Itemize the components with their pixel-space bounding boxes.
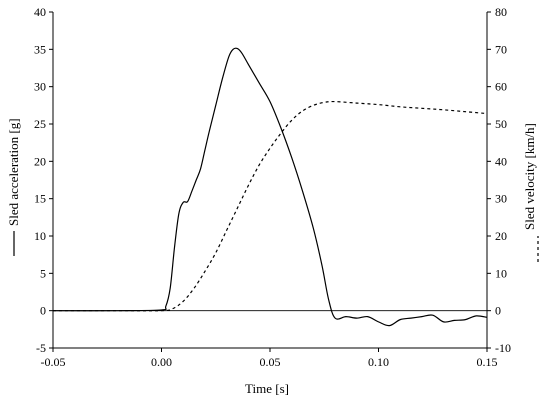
y-right-tick-label: 80 xyxy=(495,5,507,19)
y-left-axis-label-group: Sled acceleration [g] xyxy=(6,118,21,256)
x-tick-label: 0.10 xyxy=(368,355,389,369)
y-left-tick-label: 20 xyxy=(34,154,46,168)
x-axis-label: Time [s] xyxy=(245,381,289,396)
y-right-tick-label: 20 xyxy=(495,229,507,243)
y-left-tick-label: 5 xyxy=(40,266,46,280)
y-right-tick-label: 60 xyxy=(495,80,507,94)
y-right-tick-label: 70 xyxy=(495,42,507,56)
y-right-axis-label: Sled velocity [km/h] xyxy=(522,123,537,230)
x-tick-label: 0.05 xyxy=(260,355,281,369)
y-left-tick-label: -5 xyxy=(36,341,46,355)
velocity-series-line xyxy=(53,100,488,312)
acceleration-series-line xyxy=(52,47,488,327)
series-group xyxy=(52,47,488,327)
y-left-tick-label: 0 xyxy=(40,304,46,318)
y-left-axis-label: Sled acceleration [g] xyxy=(6,118,21,226)
y-right-tick-label: 10 xyxy=(495,266,507,280)
y-right-axis-label-group: Sled velocity [km/h] xyxy=(522,123,539,262)
y-left-tick-label: 15 xyxy=(34,192,46,206)
y-left-tick-label: 40 xyxy=(34,5,46,19)
y-right-tick-label: 30 xyxy=(495,192,507,206)
y-left-tick-label: 35 xyxy=(34,42,46,56)
y-right-tick-label: 50 xyxy=(495,117,507,131)
x-tick-label: 0.00 xyxy=(151,355,172,369)
x-tick-label: -0.05 xyxy=(41,355,66,369)
y-right-tick-label: 40 xyxy=(495,154,507,168)
y-right-tick-label: -10 xyxy=(495,341,511,355)
y-left-tick-label: 25 xyxy=(34,117,46,131)
y-left-tick-label: 30 xyxy=(34,80,46,94)
y-right-tick-label: 0 xyxy=(495,304,501,318)
axes xyxy=(52,12,488,349)
y-left-tick-label: 10 xyxy=(34,229,46,243)
x-tick-label: 0.15 xyxy=(477,355,498,369)
ticks: -5 0 5 10 15 20 25 30 35 40 -10 0 10 20 30 40 50 60 70 80 -0… xyxy=(34,5,511,369)
